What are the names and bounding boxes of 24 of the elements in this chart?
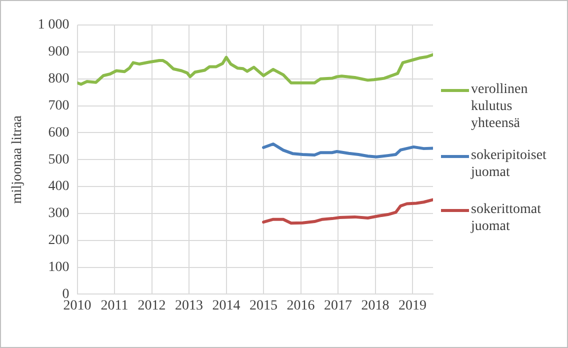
y-tick-label: 900 [48, 44, 70, 60]
legend-label: sokeripitoiset juomat [471, 147, 548, 181]
y-tick-label: 600 [48, 125, 70, 140]
x-tick-label: 2014 [212, 298, 240, 314]
x-tick-label: 2017 [324, 298, 352, 314]
legend-label: verollinen kulutus yhteensä [471, 81, 529, 132]
y-tick-label: 500 [48, 152, 70, 168]
y-tick-label: 800 [48, 72, 70, 87]
x-tick-label: 2019 [398, 298, 427, 314]
x-tick-label: 2012 [138, 298, 166, 314]
y-tick-label: 200 [48, 233, 70, 248]
x-tick-label: 2013 [175, 298, 204, 314]
x-tick-label: 2010 [63, 298, 92, 314]
x-tick-label: 2018 [361, 298, 390, 314]
y-tick-label: 1 000 [38, 18, 70, 33]
x-tick-label: 2015 [250, 298, 278, 314]
y-tick-label: 300 [48, 206, 70, 222]
y-tick-label: 400 [48, 179, 70, 194]
x-tick-label: 2011 [100, 298, 128, 314]
y-tick-label: 700 [48, 98, 70, 114]
x-tick-label: 2016 [286, 298, 315, 314]
y-axis-title: miljoonaa litraa [10, 114, 26, 204]
legend-label: sokerittomat juomat [471, 201, 542, 235]
y-tick-label: 100 [48, 260, 70, 275]
